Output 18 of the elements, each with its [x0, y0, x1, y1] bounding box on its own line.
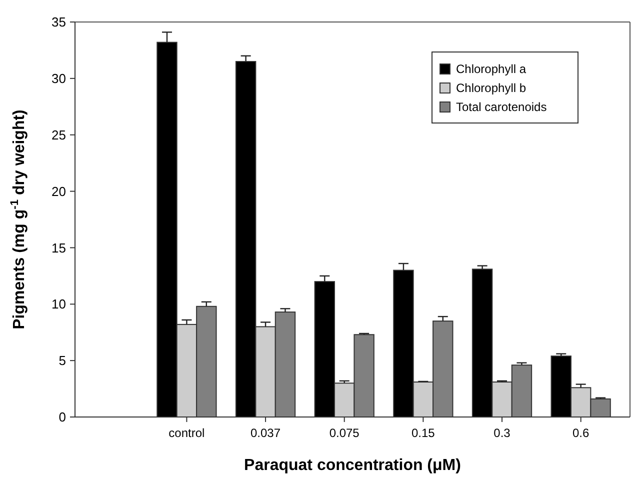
x-tick-label: 0.15 — [412, 426, 436, 440]
y-tick-label: 30 — [52, 70, 66, 86]
y-tick-label: 20 — [52, 184, 66, 199]
x-tick-label: 0.075 — [329, 426, 360, 440]
x-tick-label: 0.3 — [494, 426, 511, 440]
y-tick-label: 25 — [52, 127, 66, 142]
x-tick-label: control — [168, 426, 205, 440]
x-axis-title: Paraquat concentration (μM) — [244, 457, 461, 474]
y-tick-label: 15 — [52, 240, 66, 256]
y-tick-label: 5 — [58, 353, 66, 368]
y-tick-label: 0 — [58, 410, 66, 425]
legend-label: Chlorophyll b — [456, 81, 526, 96]
legend-label: Chlorophyll a — [456, 62, 526, 76]
x-tick-label: 0.037 — [250, 426, 281, 440]
y-tick-label: 35 — [52, 14, 66, 30]
y-tick-label: 10 — [52, 296, 66, 312]
x-tick-label: 0.6 — [572, 426, 590, 440]
legend-label: Total carotenoids — [456, 100, 547, 114]
